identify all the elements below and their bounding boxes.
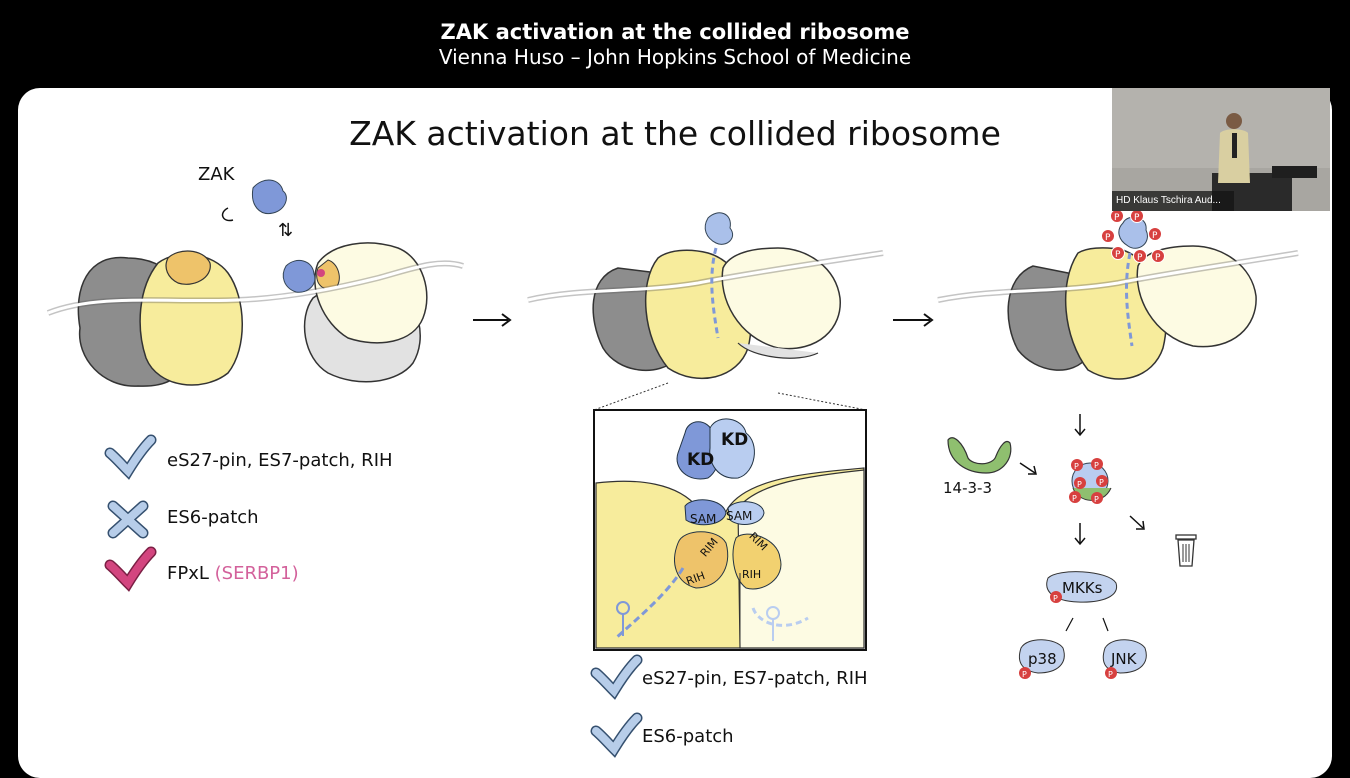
camera-source-label: HD Klaus Tschira Aud... bbox=[1112, 191, 1234, 211]
state-arrow-1 bbox=[473, 313, 512, 327]
svg-text:⇅: ⇅ bbox=[278, 220, 293, 241]
p38-node: P bbox=[1018, 639, 1065, 679]
svg-text:P: P bbox=[1105, 233, 1111, 243]
svg-text:P: P bbox=[1094, 495, 1099, 504]
speaker-video bbox=[1112, 88, 1330, 211]
talk-title: ZAK activation at the collided ribosome bbox=[440, 20, 910, 44]
inset-rih-label-2: RIH bbox=[742, 568, 762, 581]
speaker-camera-view: HD Klaus Tschira Aud... bbox=[1112, 88, 1330, 211]
svg-text:P: P bbox=[1022, 670, 1027, 679]
speaker-affiliation: Vienna Huso – John Hopkins School of Med… bbox=[438, 45, 912, 69]
inset-sam-label-2: SAM bbox=[726, 509, 753, 523]
check-icon-center-1 bbox=[590, 654, 643, 700]
svg-text:P: P bbox=[1155, 253, 1161, 263]
center-legend-item-rih: eS27-pin, ES7-patch, RIH bbox=[642, 668, 868, 689]
p38-label: p38 bbox=[1028, 650, 1057, 668]
legend-item-fpxl: FPxL (SERBP1) bbox=[167, 563, 299, 584]
jnk-node: P bbox=[1102, 639, 1147, 679]
svg-text:P: P bbox=[1077, 480, 1082, 489]
legend-item-rih: eS27-pin, ES7-patch, RIH bbox=[167, 450, 393, 471]
protein-1433-label: 14-3-3 bbox=[943, 479, 992, 497]
svg-text:P: P bbox=[1099, 478, 1104, 487]
mkks-node: P bbox=[1046, 571, 1118, 603]
mkks-label: MKKs bbox=[1062, 579, 1103, 597]
svg-text:P: P bbox=[1134, 213, 1140, 223]
svg-text:P: P bbox=[1053, 594, 1058, 603]
legend-item-es6: ES6-patch bbox=[167, 507, 259, 528]
protein-1433-icon bbox=[947, 437, 1012, 474]
inset-kd-label: KD bbox=[687, 450, 715, 470]
video-header: ZAK activation at the collided ribosome … bbox=[0, 0, 1350, 88]
slide-illustration: ⇅ bbox=[46, 179, 1299, 758]
zoom-lines bbox=[593, 382, 867, 411]
inset-sam-label: SAM bbox=[690, 512, 717, 526]
svg-text:P: P bbox=[1152, 231, 1158, 241]
zak-protein-free: ⇅ bbox=[221, 179, 316, 293]
zoom-inset bbox=[593, 409, 867, 651]
trash-icon bbox=[1175, 534, 1197, 567]
svg-text:P: P bbox=[1137, 253, 1143, 263]
serbp1-label: (SERBP1) bbox=[214, 563, 299, 584]
phospho-cluster-ribosome: P P P P P P P bbox=[1101, 209, 1165, 263]
svg-text:P: P bbox=[1115, 250, 1121, 260]
state-arrow-2 bbox=[893, 313, 934, 327]
collided-ribosome-left bbox=[46, 242, 464, 387]
svg-text:P: P bbox=[1094, 461, 1099, 470]
svg-text:P: P bbox=[1108, 670, 1113, 679]
check-icon bbox=[104, 434, 157, 480]
check-icon-center-2 bbox=[590, 712, 643, 758]
svg-text:P: P bbox=[1114, 213, 1120, 223]
svg-text:P: P bbox=[1074, 462, 1079, 471]
cross-icon bbox=[107, 500, 149, 539]
center-legend-item-es6: ES6-patch bbox=[642, 726, 734, 747]
inset-kd-label-2: KD bbox=[721, 430, 749, 450]
pathway-arrows bbox=[1019, 414, 1145, 632]
slide-title: ZAK activation at the collided ribosome bbox=[349, 114, 1001, 153]
collided-ribosome-center bbox=[527, 212, 884, 380]
collided-ribosome-right bbox=[937, 216, 1299, 380]
zak-1433-complex: P P P P P P bbox=[1069, 458, 1112, 504]
fpxl-label: FPxL bbox=[167, 563, 215, 584]
svg-text:P: P bbox=[1072, 494, 1077, 503]
zak-label: ZAK bbox=[198, 164, 235, 185]
check-icon-pink bbox=[104, 546, 157, 592]
jnk-label: JNK bbox=[1111, 650, 1137, 668]
